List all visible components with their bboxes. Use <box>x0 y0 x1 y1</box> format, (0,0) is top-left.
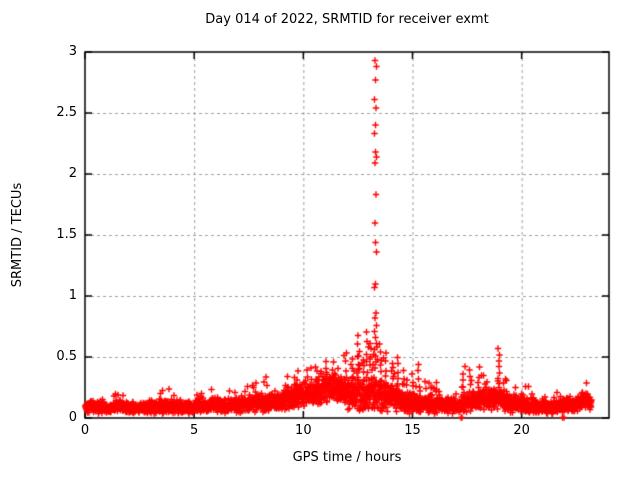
x-tick-label: 20 <box>513 423 530 438</box>
y-tick-label: 2 <box>68 166 77 181</box>
x-axis-label: GPS time / hours <box>292 450 402 465</box>
y-tick-label: 2.5 <box>56 105 77 120</box>
chart-title: Day 014 of 2022, SRMTID for receiver exm… <box>205 12 489 27</box>
y-tick-label: 1.5 <box>56 227 77 242</box>
y-tick-label: 1 <box>68 288 77 303</box>
x-tick-label: 0 <box>80 423 90 438</box>
y-tick-label: 3 <box>68 44 77 59</box>
x-tick-label: 5 <box>190 423 199 438</box>
x-tick-label: 15 <box>404 423 421 438</box>
y-tick-label: 0 <box>68 410 77 425</box>
y-tick-label: 0.5 <box>56 349 77 364</box>
x-tick-label: 10 <box>295 423 312 438</box>
